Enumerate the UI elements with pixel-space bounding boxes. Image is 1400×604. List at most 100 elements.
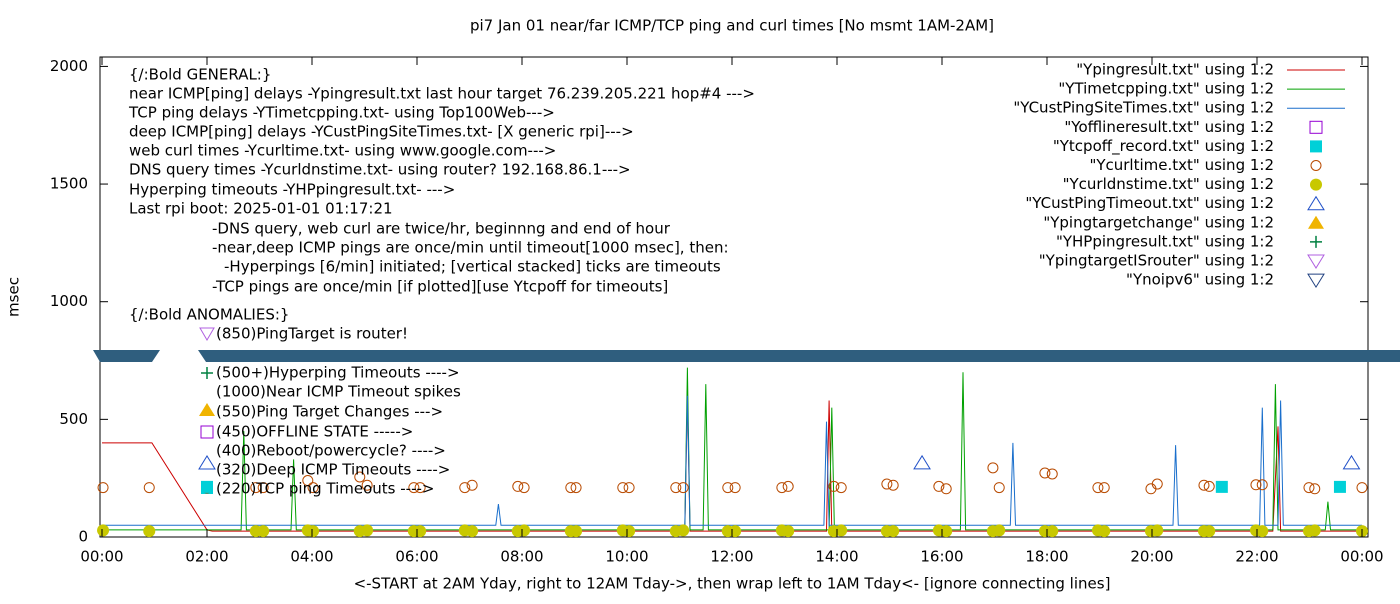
marker bbox=[623, 525, 636, 538]
annotation: (320)Deep ICMP Timeouts ----> bbox=[216, 461, 450, 479]
annotation: -near,deep ICMP pings are once/min until… bbox=[212, 239, 729, 257]
marker bbox=[307, 482, 319, 494]
marker bbox=[307, 525, 320, 538]
series-line bbox=[102, 395, 1362, 526]
legend-label: "Ycurldnstime.txt" using 1:2 bbox=[1063, 175, 1274, 193]
y-tick-label: 2000 bbox=[50, 57, 88, 75]
annotation: -DNS query, web curl are twice/hr, begin… bbox=[212, 220, 671, 238]
x-tick-label: 22:00 bbox=[1235, 548, 1278, 566]
legend-swatch bbox=[1307, 273, 1325, 289]
marker bbox=[670, 482, 682, 494]
plot-marks bbox=[97, 367, 1368, 538]
legend-label: "YHPpingresult.txt" using 1:2 bbox=[1056, 232, 1274, 250]
marker bbox=[617, 482, 629, 494]
marker bbox=[570, 525, 583, 538]
marker bbox=[466, 479, 478, 491]
marker bbox=[1256, 525, 1269, 538]
legend-swatch bbox=[1309, 120, 1323, 134]
annotation: web curl times -Ycurltime.txt- using www… bbox=[129, 142, 556, 160]
y-tick-label: 500 bbox=[59, 410, 88, 428]
marker bbox=[1039, 467, 1051, 479]
legend-swatch bbox=[1310, 140, 1322, 153]
marker bbox=[722, 482, 734, 494]
marker bbox=[887, 525, 900, 538]
marker bbox=[835, 524, 848, 537]
marker bbox=[933, 480, 945, 492]
annotation: -Hyperpings [6/min] initiated; [vertical… bbox=[224, 258, 721, 276]
annotation: near ICMP[ping] delays -Ypingresult.txt … bbox=[129, 85, 755, 103]
legend-label: "YpingtargetISrouter" using 1:2 bbox=[1039, 252, 1274, 270]
marker-icon bbox=[198, 455, 216, 470]
marker bbox=[1098, 482, 1110, 494]
x-tick-label: 00:00 bbox=[1340, 548, 1383, 566]
marker bbox=[518, 524, 531, 537]
marker bbox=[993, 524, 1006, 537]
marker bbox=[1198, 479, 1210, 491]
legend-swatch bbox=[1310, 160, 1322, 171]
annotation: (500+)Hyperping Timeouts ----> bbox=[216, 364, 460, 382]
marker bbox=[570, 482, 582, 494]
legend-swatch bbox=[1307, 254, 1325, 269]
marker-icon bbox=[199, 403, 215, 416]
marker bbox=[1046, 525, 1059, 538]
legend-label: "Yofflineresult.txt" using 1:2 bbox=[1064, 118, 1274, 136]
marker-icon bbox=[199, 327, 215, 341]
x-tick-label: 14:00 bbox=[815, 548, 858, 566]
marker bbox=[1333, 480, 1346, 493]
marker bbox=[782, 525, 795, 538]
marker bbox=[1151, 524, 1164, 537]
annotation: {/:Bold GENERAL:} bbox=[129, 66, 271, 84]
marker bbox=[459, 482, 471, 494]
legend-label: "YTimetcpping.txt" using 1:2 bbox=[1058, 80, 1274, 98]
x-tick-label: 12:00 bbox=[710, 548, 753, 566]
marker bbox=[940, 525, 953, 538]
x-tick-label: 20:00 bbox=[1130, 548, 1173, 566]
marker bbox=[257, 482, 269, 494]
marker bbox=[677, 524, 690, 537]
marker bbox=[623, 482, 635, 494]
band-piece bbox=[93, 350, 160, 362]
marker bbox=[1342, 454, 1361, 470]
marker bbox=[887, 479, 899, 491]
x-tick-label: 10:00 bbox=[605, 548, 648, 566]
marker bbox=[1356, 482, 1368, 494]
legend-label: "Ypingresult.txt" using 1:2 bbox=[1076, 61, 1274, 79]
marker bbox=[1215, 480, 1228, 493]
marker-icon bbox=[200, 425, 214, 439]
annotation: -TCP pings are once/min [if plotted][use… bbox=[212, 278, 668, 296]
legend-label: "YCustPingTimeout.txt" using 1:2 bbox=[1025, 194, 1274, 212]
legend-swatch bbox=[1310, 235, 1322, 248]
annotation: Last rpi boot: 2025-01-01 01:17:21 bbox=[129, 200, 393, 218]
marker bbox=[1309, 483, 1321, 495]
annotation: {/:Bold ANOMALIES:} bbox=[129, 306, 289, 324]
marker bbox=[250, 482, 262, 494]
legend-label: "YCustPingSiteTimes.txt" using 1:2 bbox=[1013, 99, 1274, 117]
marker bbox=[828, 480, 840, 492]
marker bbox=[1046, 468, 1058, 480]
marker bbox=[361, 479, 373, 491]
chart-title: pi7 Jan 01 near/far ICMP/TCP ping and cu… bbox=[470, 17, 994, 35]
marker bbox=[1256, 479, 1268, 491]
annotations: {/:Bold GENERAL:}near ICMP[ping] delays … bbox=[128, 66, 755, 498]
annotation: (220)TCP ping Timeouts ----> bbox=[216, 480, 434, 498]
y-axis-label: msec bbox=[5, 277, 23, 317]
legend-label: "Ynoipv6" using 1:2 bbox=[1126, 271, 1274, 289]
marker bbox=[776, 482, 788, 494]
overlay-band bbox=[93, 350, 1400, 362]
marker bbox=[408, 482, 420, 494]
y-tick-label: 0 bbox=[78, 528, 88, 546]
marker bbox=[302, 475, 314, 487]
series-line bbox=[102, 395, 1362, 532]
legend-swatch bbox=[1307, 195, 1325, 211]
marker bbox=[1092, 482, 1104, 494]
marker bbox=[987, 462, 999, 474]
marker bbox=[913, 454, 931, 470]
marker bbox=[940, 483, 952, 495]
annotation: (450)OFFLINE STATE -----> bbox=[216, 423, 413, 441]
marker bbox=[1308, 524, 1321, 537]
marker-icon bbox=[201, 367, 213, 379]
annotation: (850)PingTarget is router! bbox=[216, 325, 408, 343]
y-tick-label: 1000 bbox=[50, 292, 88, 310]
marker bbox=[835, 482, 847, 494]
